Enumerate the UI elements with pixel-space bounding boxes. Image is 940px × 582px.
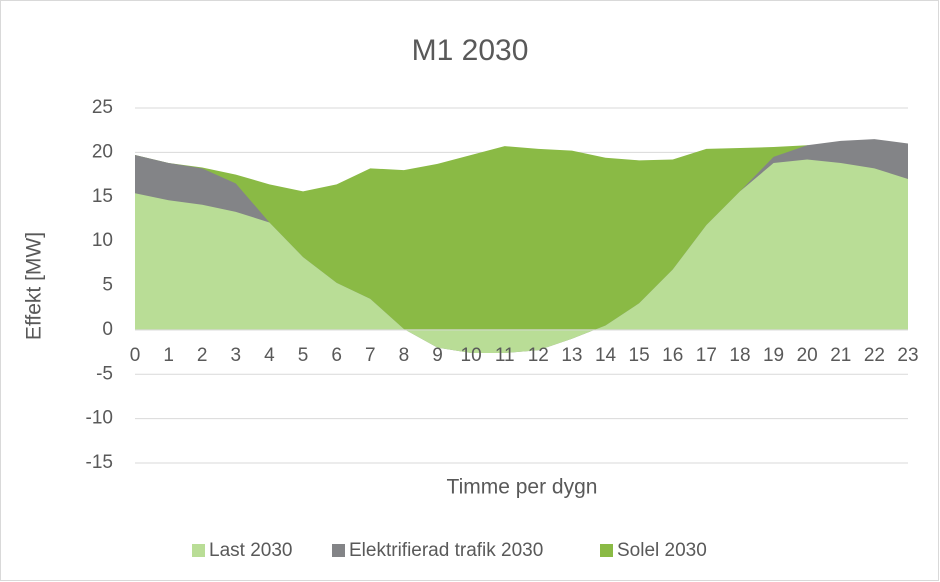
y-tick-label: 10 [92, 230, 113, 251]
y-tick-label: 15 [92, 186, 113, 207]
x-tick-label: 2 [197, 345, 208, 366]
legend-label: Last 2030 [209, 540, 292, 561]
x-tick-label: 20 [797, 345, 818, 366]
y-tick-label: 0 [102, 319, 113, 340]
y-axis-title: Effekt [MW] [23, 232, 46, 340]
x-tick-label: 3 [231, 345, 242, 366]
y-tick-label: 20 [92, 141, 113, 162]
x-tick-label: 23 [897, 345, 918, 366]
x-tick-label: 14 [595, 345, 617, 366]
x-tick-label: 10 [461, 345, 482, 366]
x-tick-label: 7 [365, 345, 376, 366]
x-tick-label: 8 [399, 345, 410, 366]
x-tick-label: 15 [629, 345, 650, 366]
legend-swatch [600, 544, 613, 557]
x-tick-label: 18 [729, 345, 750, 366]
x-tick-label: 0 [130, 345, 141, 366]
x-tick-label: 19 [763, 345, 784, 366]
y-tick-label: 25 [92, 97, 113, 118]
y-tick-label: -5 [96, 363, 113, 384]
x-tick-label: 5 [298, 345, 309, 366]
x-tick-label: 11 [495, 345, 515, 366]
y-tick-label: -15 [86, 452, 113, 473]
x-tick-label: 22 [864, 345, 885, 366]
area [135, 159, 908, 353]
y-tick-label: 5 [102, 275, 113, 296]
x-tick-label: 1 [163, 345, 174, 366]
x-tick-label: 12 [528, 345, 549, 366]
chart-title: M1 2030 [412, 34, 529, 67]
legend-label: Elektrifierad trafik 2030 [349, 540, 543, 561]
legend-label: Solel 2030 [617, 540, 707, 561]
x-tick-label: 9 [432, 345, 443, 366]
x-tick-label: 17 [696, 345, 717, 366]
x-axis-title: Timme per dygn [447, 476, 598, 499]
legend-swatch [192, 544, 205, 557]
x-tick-label: 4 [264, 345, 275, 366]
legend-swatch [332, 544, 345, 557]
x-tick-label: 21 [830, 345, 851, 366]
y-tick-label: -10 [86, 408, 113, 429]
x-tick-label: 13 [561, 345, 582, 366]
x-tick-label: 16 [662, 345, 683, 366]
x-tick-label: 6 [331, 345, 342, 366]
